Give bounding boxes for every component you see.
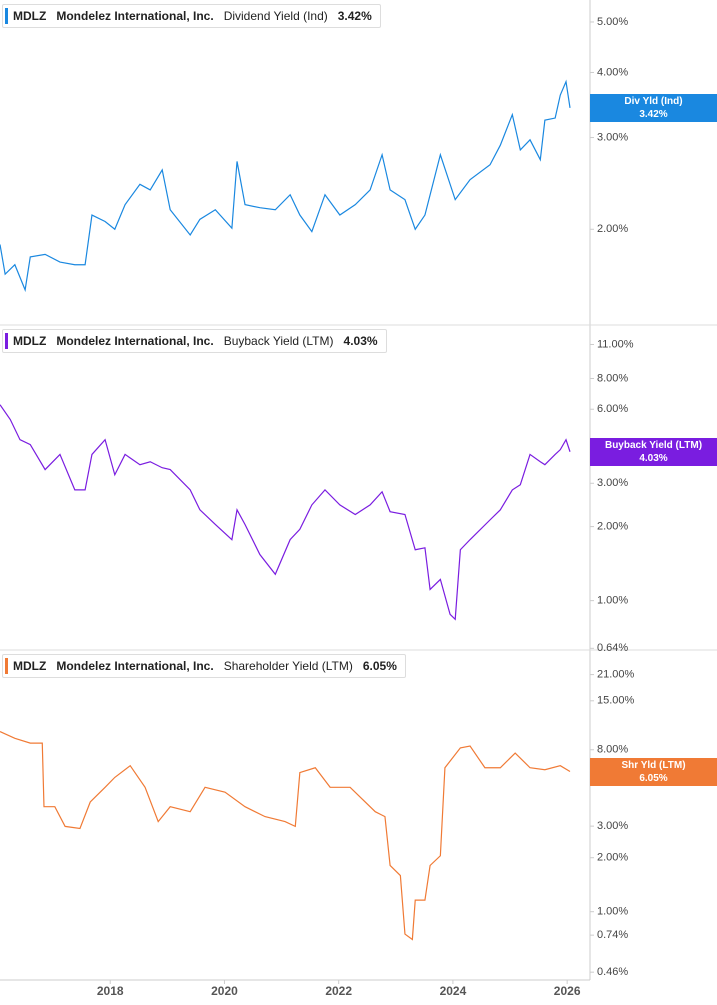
series-line: [0, 731, 571, 941]
header-color-bar: [5, 333, 8, 349]
y-tick-label: 2.00%: [597, 223, 628, 235]
tag-value: 6.05%: [639, 772, 668, 784]
y-tick-label: 4.00%: [597, 66, 628, 78]
y-tick-label: 0.46%: [597, 966, 628, 978]
y-tick-label: 0.64%: [597, 642, 628, 654]
tag-name: Div Yld (Ind): [624, 95, 683, 107]
ticker: MDLZ: [13, 9, 47, 23]
ticker: MDLZ: [13, 659, 47, 673]
ticker: MDLZ: [13, 334, 47, 348]
last-value-tag: Buyback Yield (LTM) 4.03%: [590, 437, 717, 466]
x-tick-label: 2024: [440, 984, 467, 998]
metric-name: Dividend Yield (Ind): [223, 9, 328, 23]
x-tick-label: 2018: [97, 984, 124, 998]
metric-name: Shareholder Yield (LTM): [223, 659, 353, 673]
tag-value: 4.03%: [639, 452, 668, 464]
x-tick-label: 2026: [554, 984, 581, 998]
chart-header: MDLZ Mondelez International, Inc. Dividend…: [2, 4, 381, 28]
y-tick-label: 3.00%: [597, 820, 628, 832]
current-value: 3.42%: [337, 9, 372, 23]
y-tick-label: 0.74%: [597, 929, 628, 941]
y-tick-label: 2.00%: [597, 852, 628, 864]
y-tick-label: 5.00%: [597, 16, 628, 28]
y-tick-label: 8.00%: [597, 372, 628, 384]
tag-name: Buyback Yield (LTM): [604, 439, 703, 451]
y-tick-label: 15.00%: [597, 695, 635, 707]
y-tick-label: 2.00%: [597, 520, 628, 532]
header-color-bar: [5, 658, 8, 674]
y-tick-label: 11.00%: [597, 338, 634, 350]
header-color-bar: [5, 8, 8, 24]
chart-header: MDLZ Mondelez International, Inc. Sharehol…: [2, 654, 406, 678]
x-tick-label: 2022: [325, 984, 352, 998]
company-name: Mondelez International, Inc.: [56, 334, 214, 348]
current-value: 4.03%: [343, 334, 378, 348]
current-value: 6.05%: [362, 659, 397, 673]
series-line: [0, 404, 571, 621]
y-tick-label: 3.00%: [597, 131, 628, 143]
series-line: [0, 79, 571, 293]
chart-header: MDLZ Mondelez International, Inc. Buyback …: [2, 329, 387, 353]
y-tick-label: 21.00%: [597, 669, 635, 681]
y-tick-label: 1.00%: [597, 595, 628, 607]
metric-name: Buyback Yield (LTM): [223, 334, 334, 348]
company-name: Mondelez International, Inc.: [56, 659, 214, 673]
y-tick-label: 8.00%: [597, 744, 628, 756]
tag-value: 3.42%: [639, 108, 668, 120]
company-name: Mondelez International, Inc.: [56, 9, 214, 23]
y-tick-label: 3.00%: [597, 477, 628, 489]
y-tick-label: 6.00%: [597, 403, 628, 415]
last-value-tag: Shr Yld (LTM) 6.05%: [590, 757, 717, 786]
tag-name: Shr Yld (LTM): [621, 759, 686, 771]
y-tick-label: 1.00%: [597, 906, 628, 918]
last-value-tag: Div Yld (Ind) 3.42%: [590, 93, 717, 122]
x-tick-label: 2020: [211, 984, 238, 998]
